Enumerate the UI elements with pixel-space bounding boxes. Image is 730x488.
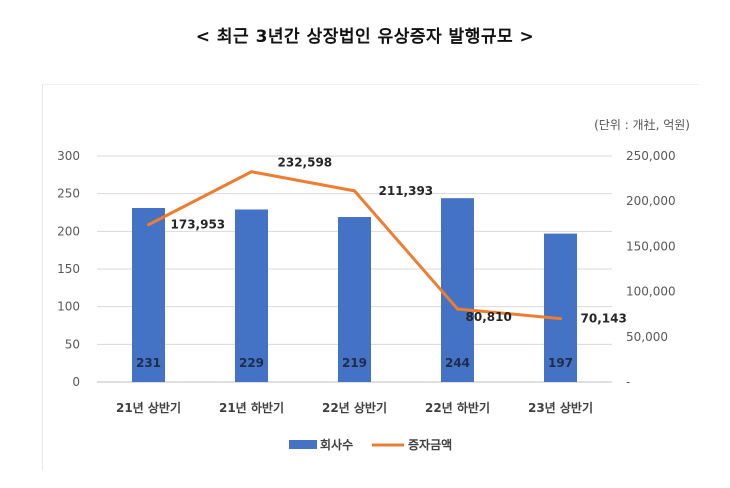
bar [338,217,371,382]
x-tick-label: 21년 상반기 [116,400,181,415]
y-right-tick-label: - [626,375,630,389]
line-point [147,223,150,227]
line-value-label: 211,393 [379,184,434,198]
line-value-label: 70,143 [581,312,627,326]
y-left-tick-label: 250 [57,187,80,201]
line-point [559,317,562,321]
y-left-tick-label: 200 [57,224,80,238]
chart-title: < 최근 3년간 상장법인 유상증자 발행규모 > [195,27,535,47]
x-tick-label: 22년 상반기 [322,400,387,415]
y-left-tick-label: 100 [57,300,80,314]
bar-value-label: 244 [445,356,470,370]
x-tick-label: 22년 하반기 [425,400,490,415]
y-left-tick-label: 300 [57,149,80,163]
bar [235,209,268,382]
y-right-tick-label: 150,000 [626,239,676,253]
bar [132,207,165,382]
bar-value-label: 229 [239,356,264,370]
line-point [250,170,253,174]
line-value-label: 173,953 [171,218,226,232]
bar-value-label: 219 [342,356,367,370]
y-left-tick-label: 50 [65,337,80,351]
line-value-label: 232,598 [278,156,333,170]
legend-swatch-bars [289,440,317,449]
x-tick-label: 21년 하반기 [219,400,284,415]
line-point [456,307,459,311]
y-right-tick-label: 50,000 [626,330,668,344]
bar [544,233,577,382]
legend-label-line: 증자금액 [408,437,452,452]
line-value-label: 80,810 [466,310,512,324]
y-right-tick-label: 100,000 [626,285,676,299]
line-point [353,189,356,193]
unit-note: (단위 : 개社, 억원) [594,118,690,132]
y-right-tick-label: 250,000 [626,149,676,163]
bar-value-label: 231 [136,356,161,370]
y-left-tick-label: 150 [57,262,80,276]
x-tick-label: 23년 상반기 [528,400,593,415]
y-left-tick-label: 0 [72,375,80,389]
bar [441,198,474,382]
bar-value-label: 197 [548,356,573,370]
legend-label-bars: 회사수 [320,437,353,452]
y-right-tick-label: 200,000 [626,194,676,208]
